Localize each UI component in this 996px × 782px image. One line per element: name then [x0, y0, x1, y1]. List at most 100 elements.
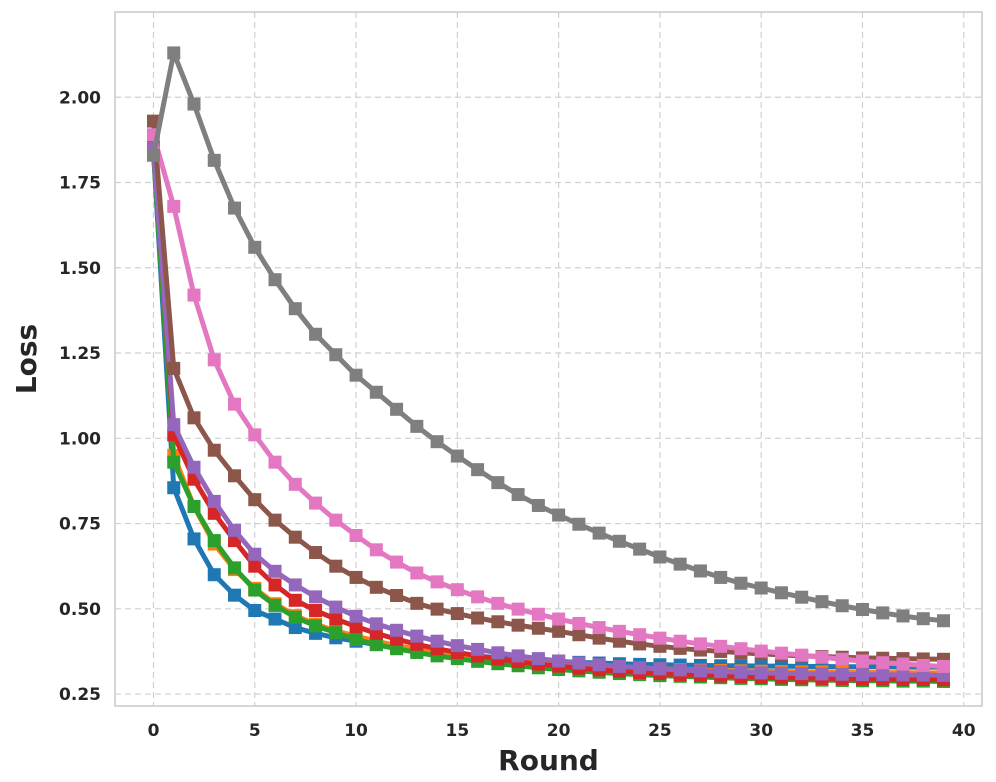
data-point-marker [207, 568, 221, 582]
data-point-marker [795, 590, 809, 604]
data-point-marker [774, 666, 788, 680]
data-point-marker [714, 570, 728, 584]
data-point-marker [612, 659, 626, 673]
y-tick-label: 1.00 [59, 429, 101, 449]
data-point-marker [754, 644, 768, 658]
data-point-marker [734, 576, 748, 590]
data-point-marker [633, 661, 647, 675]
grid [115, 12, 982, 706]
data-point-marker [592, 621, 606, 635]
data-point-marker [309, 604, 323, 618]
data-point-marker [450, 449, 464, 463]
data-point-marker [268, 612, 282, 626]
data-point-marker [774, 646, 788, 660]
data-point-marker [167, 199, 181, 213]
data-point-marker [471, 611, 485, 625]
data-point-marker [207, 353, 221, 367]
data-point-marker [248, 547, 262, 561]
data-point-marker [288, 530, 302, 544]
data-point-marker [511, 649, 525, 663]
data-point-marker [693, 564, 707, 578]
data-point-marker [268, 564, 282, 578]
data-point-marker [228, 397, 242, 411]
y-tick-label: 0.75 [59, 515, 101, 535]
data-point-marker [552, 508, 566, 522]
data-point-marker [491, 646, 505, 660]
x-tick-label: 20 [547, 721, 571, 741]
data-point-marker [369, 543, 383, 557]
data-point-marker [531, 621, 545, 635]
data-point-marker [390, 555, 404, 569]
data-point-marker [309, 496, 323, 510]
series-5 [146, 141, 951, 682]
data-point-marker [612, 624, 626, 638]
data-point-marker [876, 606, 890, 620]
data-point-marker [693, 637, 707, 651]
data-point-marker [835, 667, 849, 681]
data-point-marker [734, 665, 748, 679]
data-point-marker [369, 638, 383, 652]
data-point-marker [531, 607, 545, 621]
data-point-marker [207, 443, 221, 457]
y-tick-label: 2.00 [59, 88, 101, 108]
data-point-marker [552, 612, 566, 626]
data-point-marker [268, 273, 282, 287]
x-axis-label: Round [498, 744, 599, 777]
data-point-marker [855, 602, 869, 616]
data-point-marker [552, 624, 566, 638]
data-point-marker [835, 599, 849, 613]
data-point-marker [187, 288, 201, 302]
data-point-marker [268, 513, 282, 527]
data-point-marker [248, 493, 262, 507]
data-point-marker [329, 513, 343, 527]
data-point-marker [167, 46, 181, 60]
data-point-marker [815, 650, 829, 664]
data-point-marker [450, 607, 464, 621]
y-tick-label: 0.50 [59, 600, 101, 620]
data-point-marker [896, 668, 910, 682]
data-point-marker [896, 609, 910, 623]
data-point-marker [248, 604, 262, 618]
data-point-marker [714, 639, 728, 653]
x-tick-label: 40 [952, 721, 976, 741]
data-point-marker [612, 634, 626, 648]
data-point-marker [187, 460, 201, 474]
data-point-marker [146, 148, 160, 162]
data-point-marker [653, 631, 667, 645]
data-point-marker [491, 596, 505, 610]
data-point-marker [633, 542, 647, 556]
series-line [150, 50, 947, 624]
data-point-marker [288, 610, 302, 624]
data-point-marker [369, 617, 383, 631]
data-point-marker [187, 411, 201, 425]
y-axis-ticks: 0.25 0.50 0.75 1.00 1.25 1.50 1.75 2.00 [59, 88, 101, 705]
data-point-marker [248, 583, 262, 597]
data-point-marker [450, 583, 464, 597]
data-point-marker [228, 469, 242, 483]
y-axis-label: Loss [10, 324, 43, 394]
data-point-marker [916, 658, 930, 672]
x-tick-label: 0 [148, 721, 160, 741]
data-point-marker [511, 602, 525, 616]
y-tick-label: 1.50 [59, 259, 101, 279]
data-point-marker [309, 590, 323, 604]
data-point-marker [531, 498, 545, 512]
data-point-marker [288, 621, 302, 635]
data-point-marker [207, 153, 221, 167]
data-point-marker [471, 642, 485, 656]
data-point-marker [329, 348, 343, 362]
data-point-marker [248, 428, 262, 442]
data-point-marker [592, 526, 606, 540]
data-point-marker [734, 642, 748, 656]
data-point-marker [491, 476, 505, 490]
data-point-marker [329, 612, 343, 626]
data-point-marker [430, 602, 444, 616]
data-point-marker [288, 302, 302, 316]
data-point-marker [146, 114, 160, 128]
data-point-marker [531, 652, 545, 666]
series-3 [146, 145, 951, 688]
data-point-marker [167, 361, 181, 375]
data-point-marker [693, 664, 707, 678]
y-tick-label: 1.25 [59, 344, 101, 364]
